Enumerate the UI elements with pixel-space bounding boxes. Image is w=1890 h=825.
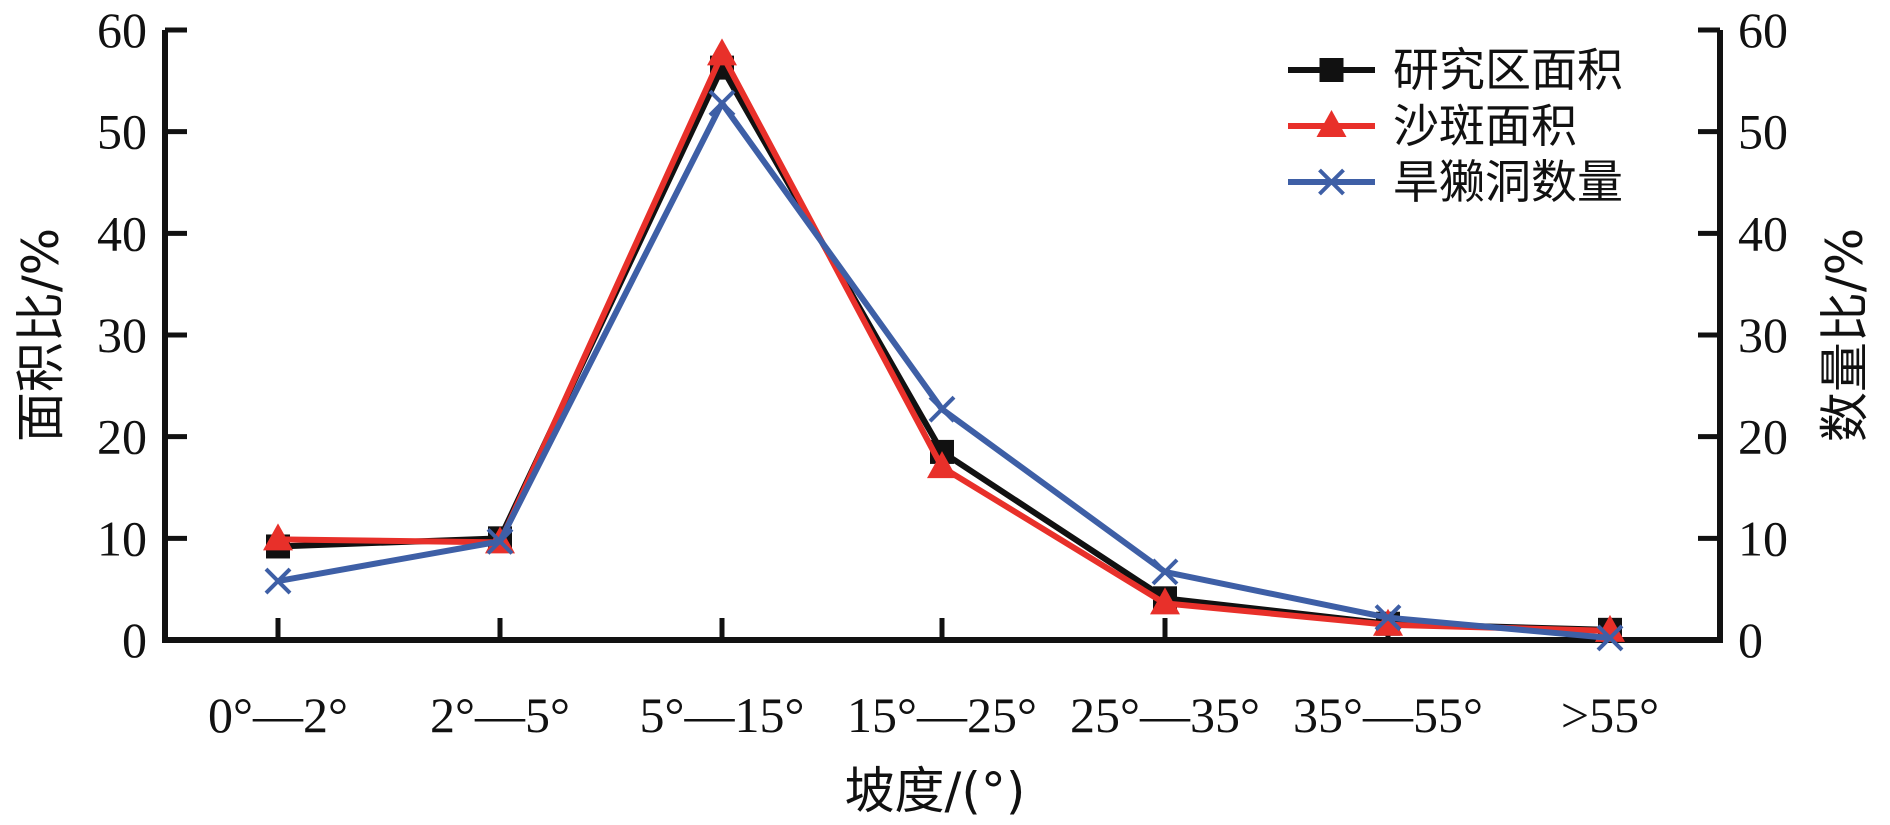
- series-2-point: [263, 523, 293, 551]
- y-axis-left-title: 面积比/%: [12, 228, 70, 442]
- x-tick-label: 2°—5°: [430, 687, 570, 743]
- y-tick-label-left: 30: [97, 307, 147, 363]
- series-2-point: [1373, 608, 1403, 636]
- y-axis-right-title: 数量比/%: [1816, 228, 1874, 442]
- legend-label-1: 研究区面积: [1393, 43, 1623, 97]
- legend-marker-2: [1316, 110, 1347, 137]
- y-tick-label-left: 0: [122, 612, 147, 668]
- x-tick-label: 15°—25°: [847, 687, 1037, 743]
- series-3-point: [928, 395, 956, 423]
- series-3-point: [1596, 624, 1624, 652]
- legend-label-2: 沙斑面积: [1393, 99, 1577, 153]
- series-3-point: [264, 567, 292, 595]
- y-tick-label-left: 60: [97, 2, 147, 58]
- series-3-point-stroke-b: [264, 567, 292, 595]
- series-2-point: [707, 38, 737, 66]
- y-tick-label-left: 10: [97, 510, 147, 566]
- legend-marker-3-stroke-b: [1318, 168, 1345, 196]
- x-tick-label: 25°—35°: [1070, 687, 1260, 743]
- y-tick-label-right: 20: [1738, 409, 1788, 465]
- series-3-point-stroke-b: [708, 89, 736, 117]
- series-3-point: [1151, 558, 1179, 586]
- series-3-point: [1374, 604, 1402, 632]
- y-tick-label-right: 60: [1738, 2, 1788, 58]
- axes: 0 0 10 10 20 20 30 30 40 40 50 50 60 60 0°—2° 2°—5° 5°—1…: [97, 2, 1788, 743]
- y-tick-label-left: 50: [97, 104, 147, 160]
- y-tick-label-right: 10: [1738, 510, 1788, 566]
- y-tick-label-left: 40: [97, 205, 147, 261]
- x-tick-label: 0°—2°: [208, 687, 348, 743]
- x-tick-label: 35°—55°: [1293, 687, 1483, 743]
- series-2-point: [927, 451, 957, 479]
- x-axis-title: 坡度/(°): [845, 762, 1026, 820]
- legend-marker-1: [1319, 58, 1344, 82]
- legend-label-3: 旱獭洞数量: [1393, 155, 1623, 209]
- y-tick-label-right: 30: [1738, 307, 1788, 363]
- y-tick-label-right: 0: [1738, 612, 1763, 668]
- series-3-point-stroke-b: [928, 395, 956, 423]
- legend-marker-3: [1318, 168, 1345, 196]
- series-3-point-stroke-b: [1374, 604, 1402, 632]
- series-3-point-stroke-b: [1596, 624, 1624, 652]
- y-tick-label-right: 40: [1738, 205, 1788, 261]
- series-layer: [263, 38, 1625, 652]
- y-tick-label-left: 20: [97, 409, 147, 465]
- series-3-point-stroke-b: [486, 527, 514, 555]
- y-tick-label-right: 50: [1738, 104, 1788, 160]
- x-tick-label: >55°: [1561, 687, 1659, 743]
- series-3-point: [486, 527, 514, 555]
- series-2-point: [1150, 587, 1180, 615]
- x-tick-label: 5°—15°: [640, 687, 805, 743]
- series-3: [264, 89, 1624, 652]
- series-3-point: [708, 89, 736, 117]
- series-3-point-stroke-b: [1151, 558, 1179, 586]
